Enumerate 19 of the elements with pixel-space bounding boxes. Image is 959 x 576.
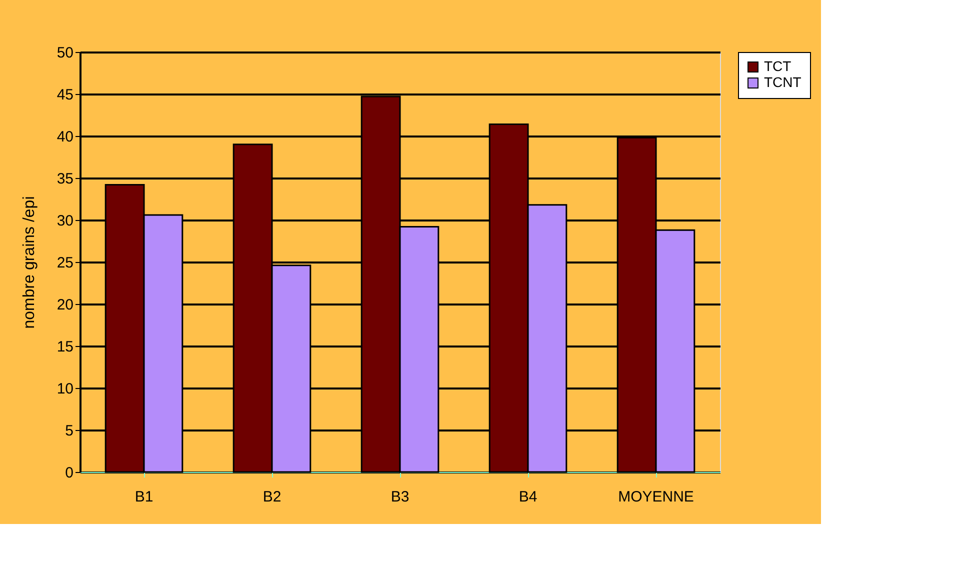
y-tick-label: 50 <box>56 44 74 62</box>
y-tick-label: 45 <box>56 86 74 104</box>
legend-label: TCT <box>764 58 792 74</box>
y-tick-label: 25 <box>56 254 74 272</box>
x-tick-label: B3 <box>390 488 410 506</box>
x-tick-label: B2 <box>262 488 282 506</box>
y-tick-label: 35 <box>56 170 74 188</box>
y-tick-label: 5 <box>65 422 74 440</box>
y-tick-label: 10 <box>56 380 74 398</box>
y-tick-label: 30 <box>56 212 74 230</box>
x-tick-label: MOYENNE <box>618 488 694 506</box>
y-axis-title: nombre grains /epi <box>20 196 38 329</box>
y-tick-label: 40 <box>56 128 74 146</box>
y-tick-label: 20 <box>56 296 74 314</box>
legend-label: TCNT <box>764 74 802 90</box>
y-tick-label: 15 <box>56 338 74 356</box>
x-tick-label: B1 <box>134 488 154 506</box>
y-tick-label: 0 <box>65 464 74 482</box>
x-tick-label: B4 <box>518 488 538 506</box>
